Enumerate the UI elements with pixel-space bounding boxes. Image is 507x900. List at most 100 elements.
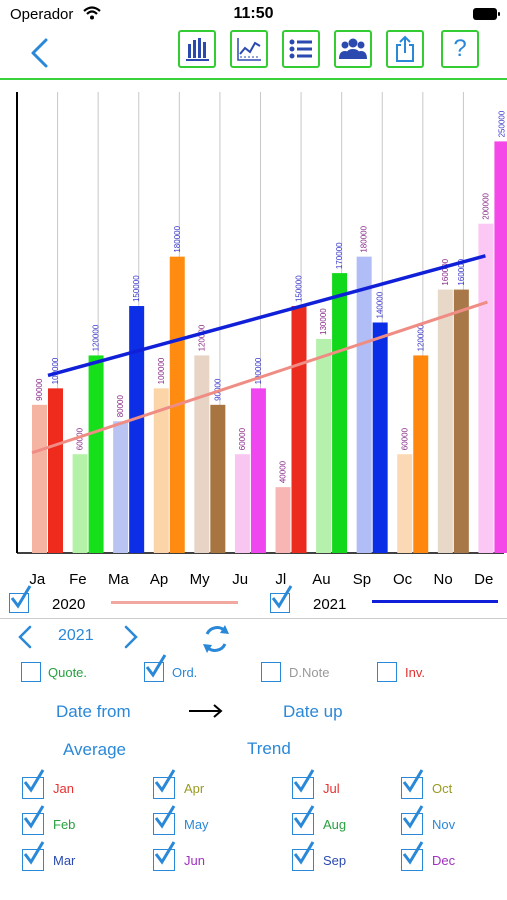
month-checkbox-oct[interactable]: [401, 769, 424, 799]
bar-2021-Au: [332, 273, 348, 553]
x-tick-label: Sp: [353, 571, 371, 588]
list-button[interactable]: [282, 30, 320, 68]
users-button[interactable]: [334, 30, 372, 68]
month-label-jun: Jun: [184, 853, 205, 868]
bar-2020-Ja: [32, 404, 47, 553]
month-checkbox-feb[interactable]: [22, 805, 45, 835]
month-checkbox-jan[interactable]: [22, 769, 45, 799]
filter-invoice-label: Inv.: [405, 665, 425, 680]
data-label-2021-My: 90000: [213, 378, 222, 401]
data-label-2020-Au: 130000: [319, 308, 328, 335]
bar-2021-Ja: [48, 388, 63, 553]
bar-2020-No: [437, 289, 453, 553]
month-checkbox-jul[interactable]: [292, 769, 315, 799]
line-chart-button[interactable]: [230, 30, 268, 68]
refresh-icon[interactable]: [199, 622, 233, 656]
list-icon: [289, 39, 312, 59]
checkmark-icon: [293, 769, 315, 793]
series-2021-checkbox[interactable]: [270, 585, 293, 613]
data-label-2020-Ma: 80000: [116, 394, 125, 417]
x-tick-label: Fe: [69, 571, 87, 588]
trend-line-2020: [31, 300, 488, 455]
series-2020-checkbox[interactable]: [9, 585, 32, 613]
month-checkbox-may[interactable]: [153, 805, 176, 835]
month-checkbox-nov[interactable]: [401, 805, 424, 835]
date-from-button[interactable]: Date from: [56, 702, 131, 721]
bar-2021-Fe: [88, 355, 104, 553]
bar-2020-Ap: [153, 388, 169, 553]
month-label-dec: Dec: [432, 853, 456, 868]
data-label-2021-Ap: 180000: [173, 225, 182, 252]
bar-chart-button[interactable]: [178, 30, 216, 68]
filter-quote-checkbox[interactable]: [21, 662, 41, 682]
month-checkbox-mar[interactable]: [22, 841, 45, 871]
checkmark-icon: [402, 805, 424, 829]
month-label-sep: Sep: [323, 853, 347, 868]
trend-button[interactable]: Trend: [247, 739, 291, 758]
month-checkbox-jun[interactable]: [153, 841, 176, 871]
data-label-2021-Sp: 140000: [376, 291, 385, 318]
month-label-aug: Aug: [323, 817, 347, 832]
next-year-icon[interactable]: [123, 624, 139, 650]
x-tick-label: My: [190, 571, 210, 588]
data-label-2020-Ja: 90000: [35, 378, 44, 401]
clock: 11:50: [233, 5, 274, 22]
filter-delivery-note-label: D.Note: [289, 665, 330, 680]
navigation-bar: ?: [0, 28, 507, 80]
date-up-button[interactable]: Date up: [283, 702, 343, 721]
filter-order-label: Ord.: [172, 665, 198, 680]
filter-invoice-checkbox[interactable]: [377, 662, 397, 682]
bar-2020-Jl: [275, 487, 291, 553]
data-label-2021-Jl: 150000: [295, 275, 304, 302]
x-tick-label: Au: [312, 571, 330, 588]
legend-label-2020: 2020: [52, 596, 86, 613]
month-checkbox-apr[interactable]: [153, 769, 176, 799]
bar-2021-Ma: [129, 306, 145, 553]
help-button[interactable]: ?: [441, 30, 479, 68]
x-tick-label: Ap: [150, 571, 168, 588]
month-label-mar: Mar: [53, 853, 76, 868]
bar-2021-Oc: [413, 355, 429, 553]
month-checkbox-sep[interactable]: [292, 841, 315, 871]
checkmark-icon: [145, 654, 167, 678]
month-label-oct: Oct: [432, 781, 453, 796]
back-chevron-icon[interactable]: [28, 36, 52, 70]
arrow-right-icon: [189, 704, 223, 718]
bar-2020-Fe: [72, 454, 88, 553]
checkmark-icon: [293, 841, 315, 865]
month-checkbox-dec[interactable]: [401, 841, 424, 871]
data-label-2021-Oc: 120000: [416, 324, 425, 351]
checkmark-icon: [293, 805, 315, 829]
bar-2021-My: [210, 404, 226, 553]
data-label-2021-Ju: 100000: [254, 357, 263, 384]
month-checkbox-aug[interactable]: [292, 805, 315, 835]
data-label-2020-De: 200000: [481, 192, 490, 219]
data-label-2020-My: 120000: [197, 324, 206, 351]
filter-order-checkbox[interactable]: [144, 654, 167, 682]
legend-line-2021: [372, 600, 498, 603]
data-label-2020-Jl: 40000: [279, 460, 288, 483]
bar-2021-Jl: [291, 306, 307, 553]
trend-line-2021: [47, 254, 486, 378]
share-button[interactable]: [386, 30, 424, 68]
wifi-icon: [83, 6, 101, 20]
share-icon: [396, 35, 414, 62]
battery-icon: [473, 8, 500, 20]
month-label-jan: Jan: [53, 781, 74, 796]
legend-label-2021: 2021: [313, 596, 347, 613]
average-button[interactable]: Average: [63, 740, 127, 759]
bar-2020-Ma: [113, 421, 129, 553]
filter-delivery-note-checkbox[interactable]: [261, 662, 281, 682]
data-label-2020-Oc: 60000: [400, 427, 409, 450]
bar-2020-Au: [316, 338, 332, 553]
data-label-2021-De: 250000: [497, 110, 506, 137]
x-tick-label: De: [474, 571, 493, 588]
checkmark-icon: [271, 585, 293, 609]
bar-2020-Sp: [356, 256, 372, 553]
help-icon: ?: [453, 35, 467, 62]
bar-2021-Ju: [250, 388, 266, 553]
carrier-label: Operador: [10, 6, 74, 23]
previous-year-icon[interactable]: [17, 624, 33, 650]
data-label-2020-Sp: 180000: [360, 225, 369, 252]
bar-2021-De: [494, 141, 507, 553]
